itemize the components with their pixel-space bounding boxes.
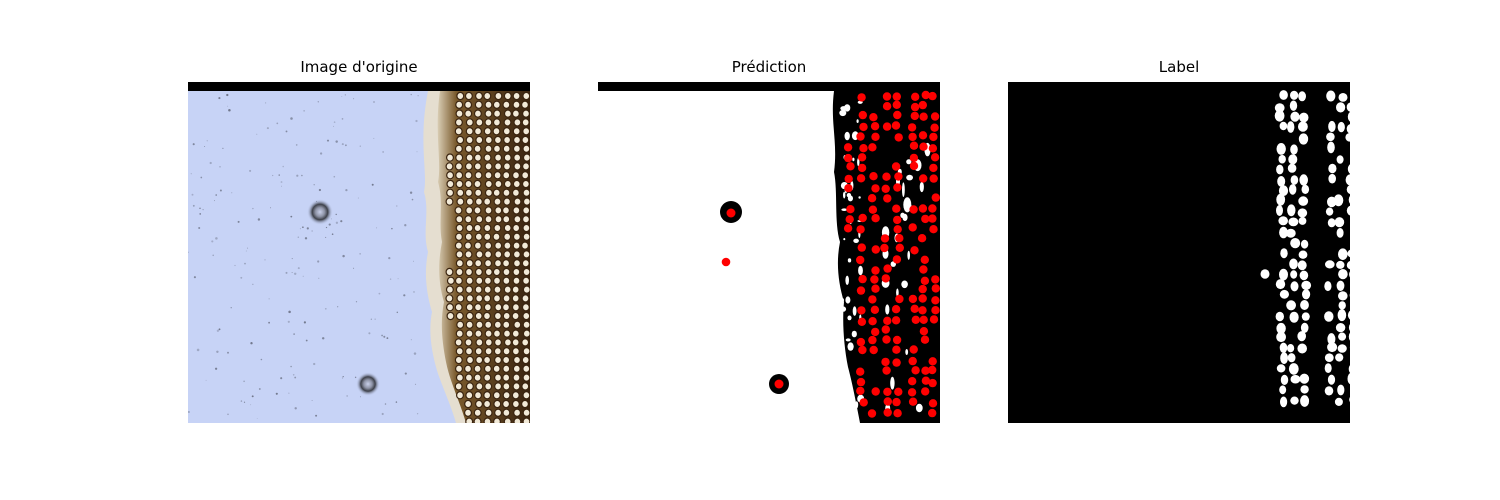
prediction-mask <box>598 82 940 423</box>
panel-title-label: Label <box>1158 58 1200 76</box>
bubble-2 <box>356 372 380 396</box>
panel-prediction <box>598 82 940 423</box>
panel-label <box>1008 82 1350 423</box>
panel-original-image <box>188 82 530 423</box>
panel-title-prediction: Prédiction <box>731 58 807 76</box>
panel-title-original: Image d'origine <box>300 58 418 76</box>
bubble-1 <box>307 199 333 225</box>
label-mask <box>1008 82 1350 423</box>
original-micrograph <box>188 82 530 423</box>
